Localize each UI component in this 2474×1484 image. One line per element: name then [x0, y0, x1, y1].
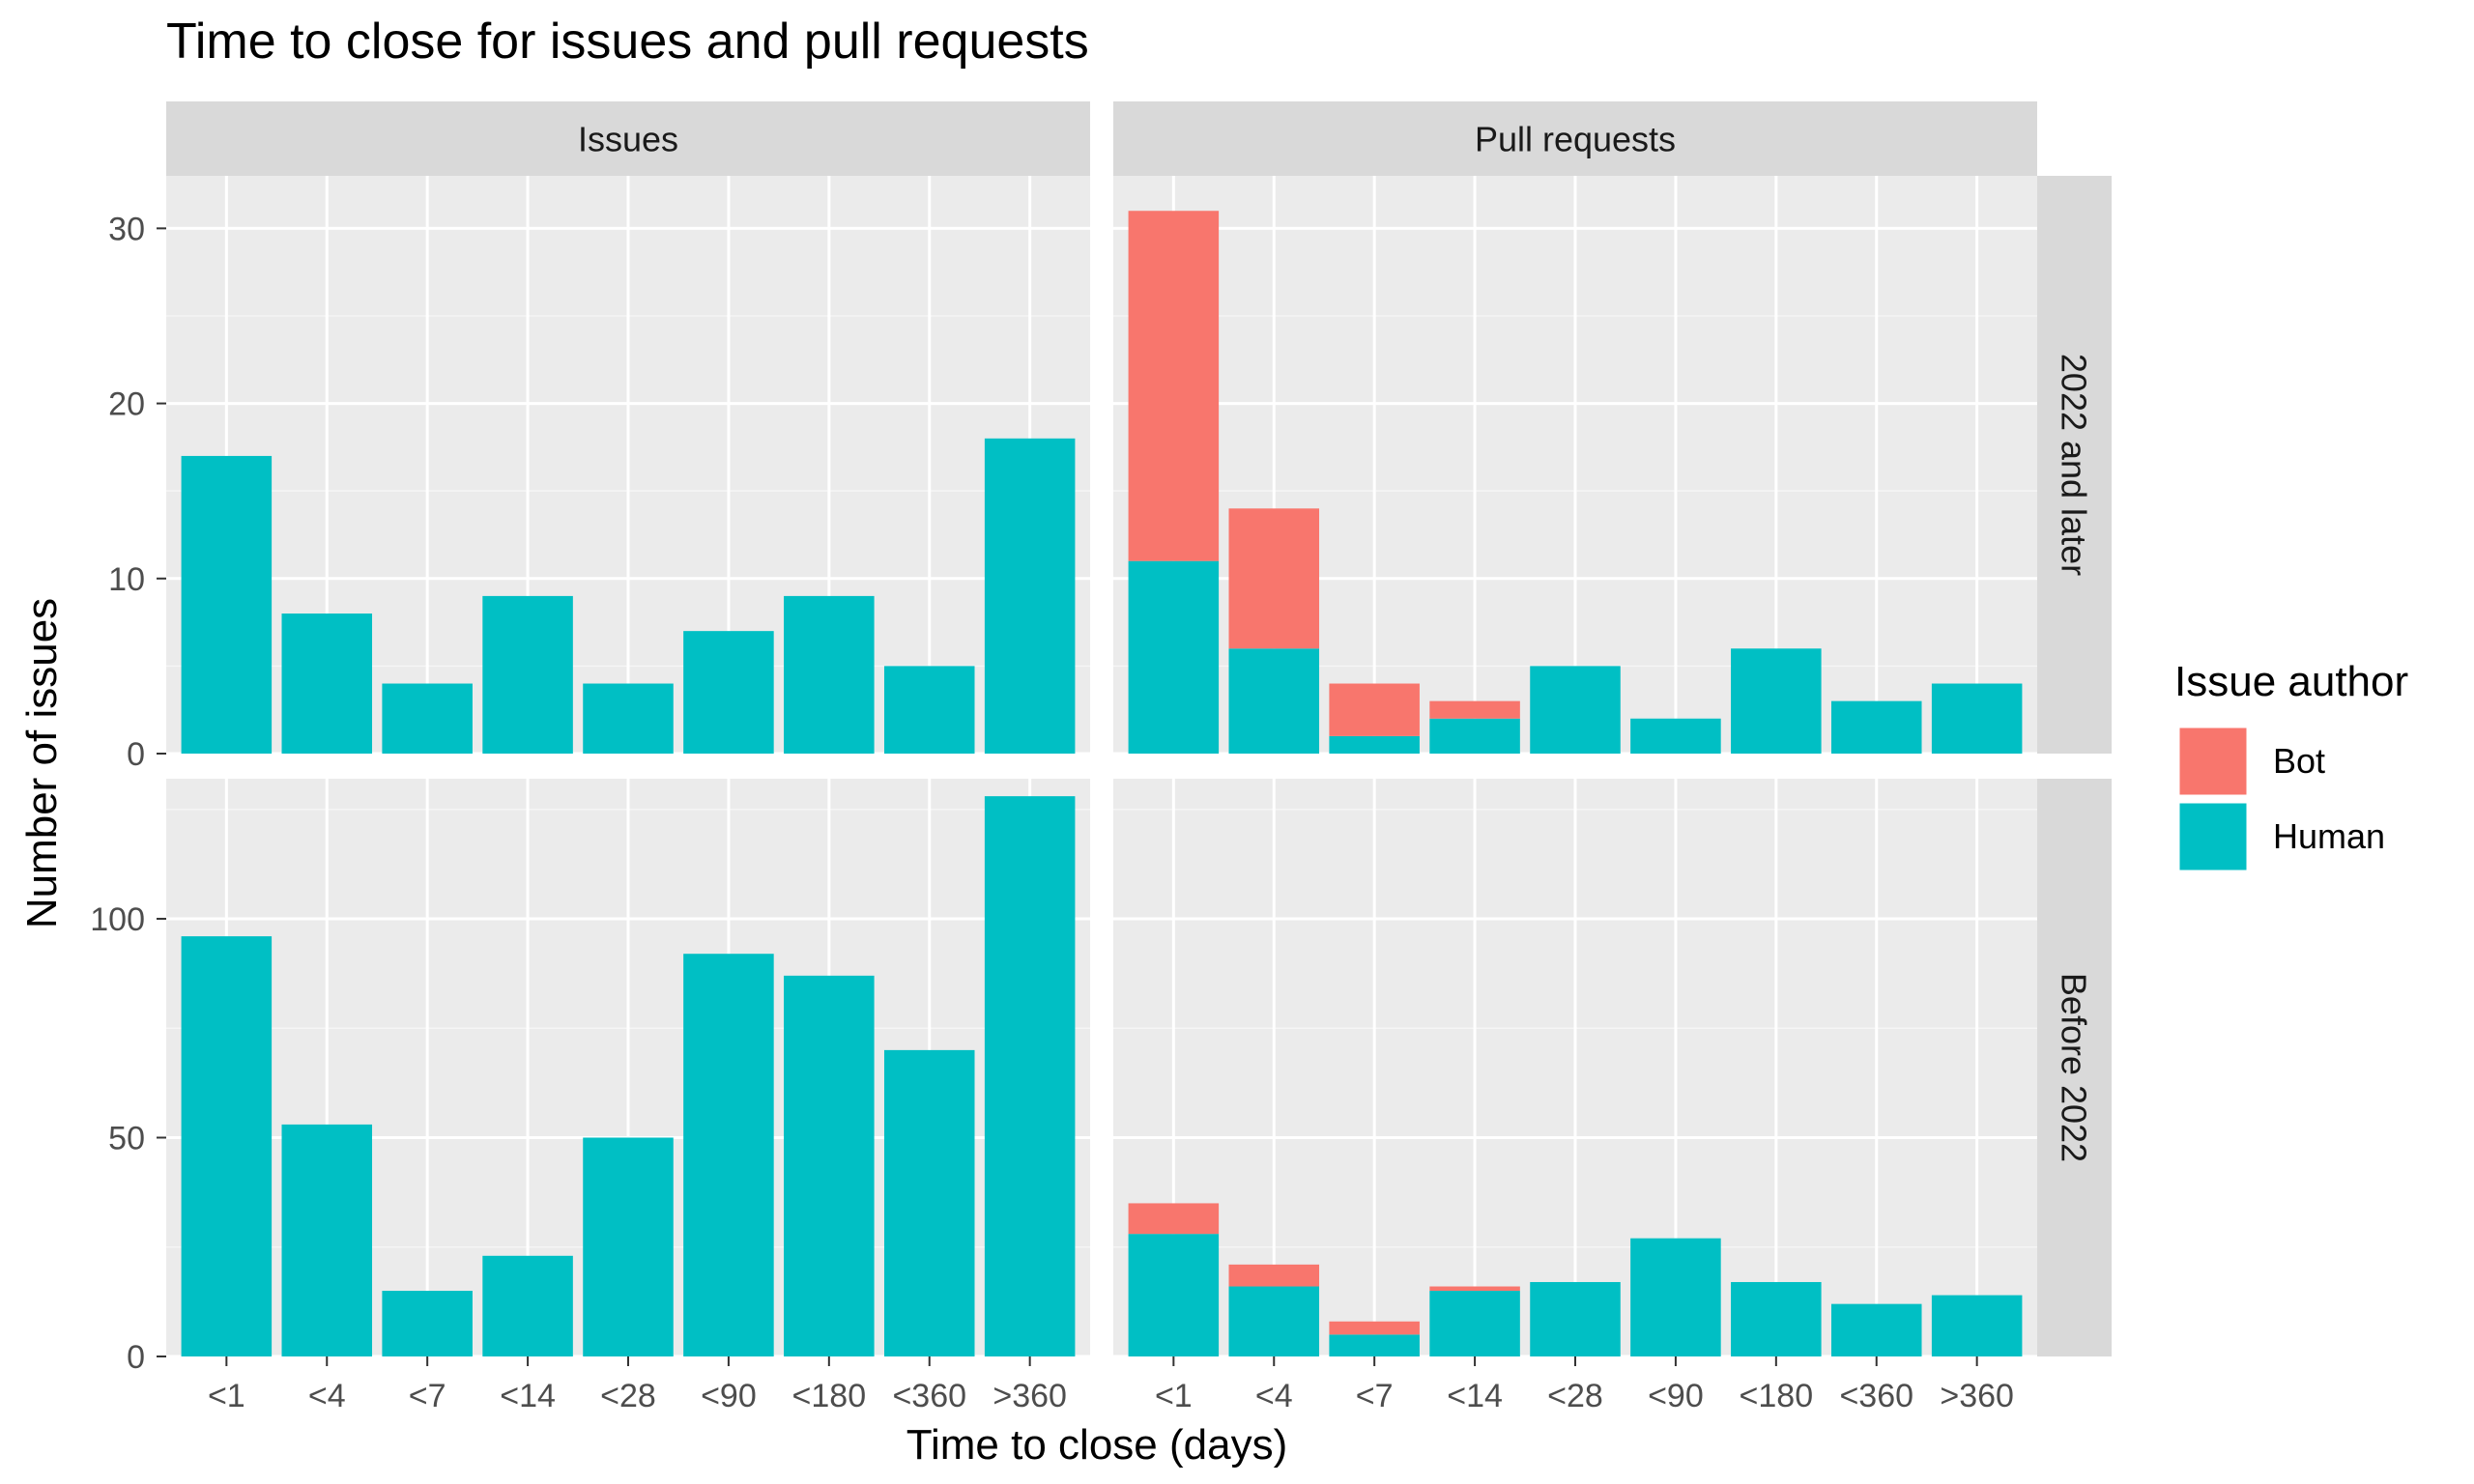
bar-human-<14: [482, 595, 573, 754]
legend-label-bot: Bot: [2273, 741, 2325, 781]
row-strip-before-2022: [2037, 779, 2112, 1356]
bar-human-<7: [382, 683, 473, 754]
bar-human-<4: [1228, 1286, 1320, 1356]
bar-human-<14: [1429, 1291, 1520, 1356]
x-tick-label: <4: [308, 1378, 346, 1414]
bar-human-<4: [1228, 648, 1320, 754]
bar-human-<7: [1329, 735, 1420, 754]
y-tick-label: 0: [127, 1339, 145, 1376]
bar-human-<180: [1731, 648, 1822, 754]
bar-human-<28: [583, 683, 674, 754]
bar-human-<360: [1830, 700, 1922, 754]
x-tick-label: <90: [701, 1378, 757, 1414]
facet-panels: Issues Pull requests 2022 and later Before …: [90, 101, 2112, 1414]
bar-bot-<1: [1128, 1203, 1220, 1235]
bar-human-<180: [1731, 1281, 1822, 1356]
y-tick-label: 30: [108, 211, 145, 247]
bar-human-<4: [281, 614, 373, 754]
bar-human-<360: [883, 666, 975, 754]
x-tick-label: <180: [1740, 1378, 1814, 1414]
facet-strip-pull-requests: [1113, 101, 2037, 176]
legend-key-bot: [2176, 725, 2250, 798]
y-tick-label: 20: [108, 386, 145, 423]
x-tick-label: <28: [600, 1378, 656, 1414]
bar-bot-<14: [1429, 1286, 1520, 1292]
x-tick-label: >360: [992, 1378, 1067, 1414]
panel-2022-and-later-pull-requests: [1113, 176, 2037, 756]
facet-strip-label: Issues: [578, 120, 678, 159]
legend-title: Issue author: [2174, 658, 2408, 705]
bar-human-<180: [784, 595, 875, 754]
bar-human-<7: [382, 1291, 473, 1356]
bar-bot-<14: [1429, 700, 1520, 719]
bar-human-<28: [583, 1137, 674, 1356]
x-tick-label: <180: [792, 1378, 867, 1414]
panel-before-2022-pull-requests: [1113, 779, 2037, 1358]
bar-human->360: [1931, 1295, 2023, 1356]
bar-human-<28: [1530, 1281, 1621, 1356]
legend-label-human: Human: [2273, 816, 2385, 856]
bar-human-<360: [1830, 1303, 1922, 1356]
y-tick-label: 100: [90, 901, 145, 938]
bar-human-<1: [1128, 560, 1220, 754]
x-tick-label: <1: [1155, 1378, 1193, 1414]
x-axis-label: Time to close (days): [906, 1421, 1287, 1469]
legend: Issue author Bot Human: [2174, 658, 2408, 873]
y-tick-label: 10: [108, 561, 145, 598]
bar-human-<360: [883, 1049, 975, 1356]
bar-human-<1: [181, 936, 273, 1356]
bar-human-<90: [683, 954, 774, 1356]
bar-human-<4: [281, 1124, 373, 1356]
bar-human-<90: [683, 631, 774, 754]
bar-human-<28: [1530, 666, 1621, 754]
legend-key-human: [2176, 800, 2250, 873]
bar-bot-<7: [1329, 1321, 1420, 1335]
y-axis-label: Number of issues: [18, 598, 66, 928]
bar-bot-<1: [1128, 211, 1220, 561]
bar-bot-<7: [1329, 683, 1420, 736]
x-tick-label: <7: [409, 1378, 446, 1414]
bar-human-<7: [1329, 1334, 1420, 1356]
bar-human->360: [984, 438, 1076, 754]
x-tick-label: <28: [1547, 1378, 1603, 1414]
bar-human-<1: [1128, 1234, 1220, 1356]
y-tick-label: 50: [108, 1120, 145, 1156]
x-tick-label: <360: [892, 1378, 966, 1414]
panel-before-2022-issues: [166, 779, 1090, 1358]
x-tick-label: <7: [1356, 1378, 1394, 1414]
x-tick-label: <90: [1648, 1378, 1704, 1414]
x-tick-label: <14: [500, 1378, 556, 1414]
bar-human-<14: [1429, 718, 1520, 754]
row-strip-2022-and-later: [2037, 176, 2112, 754]
x-tick-label: <1: [208, 1378, 245, 1414]
bar-human-<90: [1630, 718, 1721, 754]
y-tick-label: 0: [127, 736, 145, 773]
x-tick-label: <360: [1839, 1378, 1913, 1414]
bar-human-<90: [1630, 1238, 1721, 1356]
bar-bot-<4: [1228, 508, 1320, 649]
bar-human-<14: [482, 1255, 573, 1356]
panel-2022-and-later-issues: [166, 176, 1090, 756]
facet-strip-label: Pull requests: [1475, 120, 1676, 159]
x-tick-label: <14: [1447, 1378, 1503, 1414]
row-strip-label: Before 2022: [2055, 973, 2094, 1162]
chart-title: Time to close for issues and pull reques…: [166, 14, 1089, 70]
bar-human->360: [1931, 683, 2023, 754]
x-tick-label: <4: [1255, 1378, 1293, 1414]
facet-strip-issues: [166, 101, 1090, 176]
row-strip-label: 2022 and later: [2055, 354, 2094, 576]
bar-human-<180: [784, 975, 875, 1356]
bar-human->360: [984, 796, 1076, 1356]
bar-human-<1: [181, 455, 273, 754]
x-tick-label: >360: [1940, 1378, 2014, 1414]
bar-bot-<4: [1228, 1264, 1320, 1287]
